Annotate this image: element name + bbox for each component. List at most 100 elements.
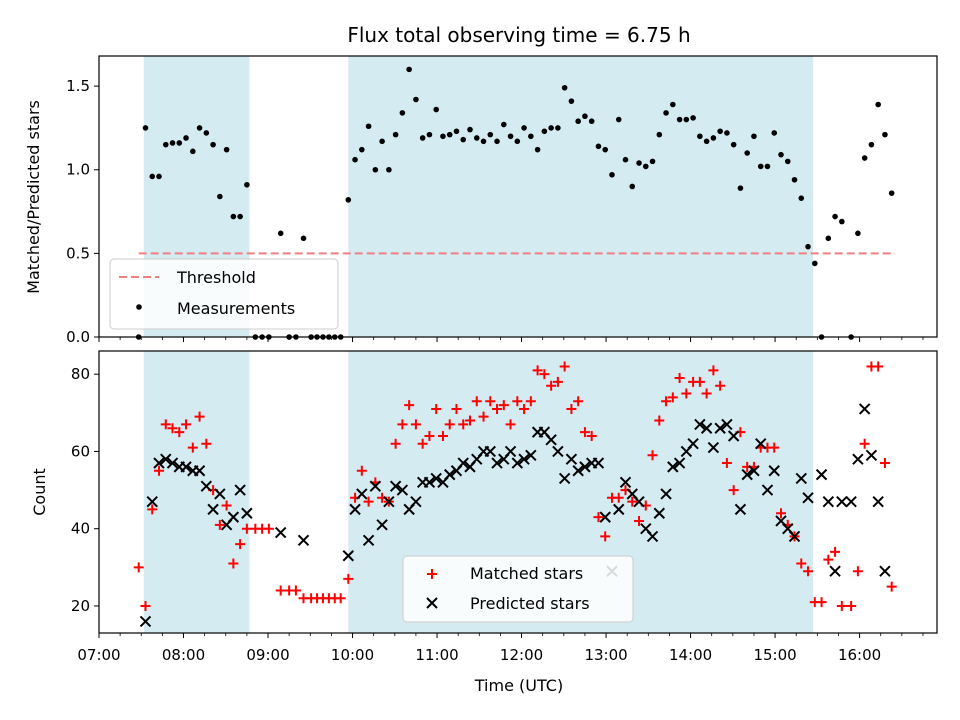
measurement-point [217, 193, 223, 200]
predicted-star-point [802, 492, 814, 504]
matched-star-point [263, 523, 274, 534]
matched-star-point [201, 438, 212, 449]
measurement-point [615, 116, 622, 123]
matched-star-point [879, 458, 890, 469]
predicted-star-point [872, 495, 884, 508]
legend-box [109, 258, 339, 330]
predicted-star-point [761, 484, 774, 496]
measurement-point [778, 151, 784, 158]
predicted-star-point [369, 480, 382, 492]
measurement-point [717, 128, 723, 135]
matched-star-point [873, 361, 884, 372]
y-axis-label-top: Matched/Predicted stars [24, 100, 43, 294]
measurement-point [825, 235, 832, 242]
measurement-point [609, 171, 615, 178]
panel-ratio: 0.0 0.5 1.0 1.5 Matched/Predicted stars Thr… [24, 55, 938, 346]
measurement-point [670, 101, 676, 108]
matched-star-point [769, 442, 780, 453]
shaded-interval-2 [348, 56, 814, 337]
predicted-star-point [342, 550, 355, 562]
predicted-star-point [768, 465, 780, 477]
matched-star-point [160, 419, 171, 430]
measurement-point [433, 106, 439, 113]
measurement-point [855, 230, 861, 237]
legend-top: Threshold Measurements [109, 258, 339, 330]
predicted-star-point [714, 422, 726, 434]
predicted-star-point [166, 457, 179, 469]
legend-threshold-label: Threshold [176, 268, 256, 287]
matched-star-point [194, 411, 205, 422]
measurement-point [399, 110, 406, 116]
measurement-point [832, 213, 838, 220]
matched-star-point [539, 369, 550, 380]
predicted-star-point [565, 453, 578, 465]
matched-star-point [235, 539, 246, 550]
measurement-point [176, 140, 183, 146]
measurement-point [379, 138, 385, 145]
measurement-point [528, 133, 534, 140]
predicted-star-point [829, 565, 841, 577]
predicted-star-point [297, 534, 310, 546]
x-axis-label: Time (UTC) [474, 676, 563, 695]
predicted-star-point [396, 484, 409, 496]
measurement-point [888, 190, 895, 196]
predicted-star-point [592, 457, 605, 469]
predicted-star-point [858, 403, 871, 415]
predicted-star-point [423, 476, 436, 489]
measurement-point [555, 125, 561, 131]
matched-star-point [356, 465, 367, 476]
measurement-point [162, 141, 169, 148]
measurement-point [487, 131, 494, 138]
predicted-star-point [687, 438, 699, 450]
predicted-star-point [180, 461, 192, 473]
y-tick-label: 40 [71, 520, 90, 538]
measurement-point [494, 138, 500, 145]
predicted-star-point [457, 457, 469, 469]
matched-star-point [444, 419, 455, 430]
matched-star-point [485, 396, 496, 407]
y-tick-label: 1.0 [66, 161, 90, 179]
measurement-point [649, 158, 656, 165]
predicted-star-point [558, 472, 571, 485]
x-tick-label: 07:00 [77, 646, 120, 664]
predicted-star-point [599, 511, 611, 523]
measurement-point [419, 135, 426, 141]
matched-star-point [519, 403, 530, 414]
predicted-star-point [579, 461, 591, 473]
matched-star-point [147, 504, 158, 515]
measurement-point [595, 143, 602, 150]
legend-measurement-swatch [136, 304, 142, 310]
predicted-star-point [660, 488, 672, 500]
plot-frame-top [98, 55, 938, 338]
measurement-point [710, 135, 717, 141]
matched-star-point [573, 396, 584, 407]
measurement-point [882, 131, 888, 138]
measurement-point [861, 155, 868, 161]
matched-star-point [505, 419, 516, 430]
legend-matched-swatch [427, 569, 437, 579]
measurement-point [724, 130, 730, 136]
matched-star-point [343, 573, 354, 584]
predicted-star-point [700, 422, 713, 434]
measurement-point [737, 185, 744, 191]
measurement-point [575, 118, 581, 125]
x-tick-label: 15:00 [753, 646, 796, 664]
measurement-point [791, 176, 798, 183]
predicted-star-point [207, 503, 219, 516]
predicted-star-point [376, 519, 388, 531]
predicted-star-point [879, 565, 891, 577]
matched-star-point [681, 388, 692, 399]
measurement-point [244, 181, 250, 188]
predicted-star-point [545, 434, 557, 446]
matched-star-point [174, 427, 185, 438]
measurement-point [730, 141, 737, 148]
predicted-star-point [721, 418, 733, 431]
matched-star-point [634, 515, 645, 526]
measurement-point [622, 156, 629, 163]
predicted-star-point [822, 495, 835, 508]
matched-star-point [593, 512, 604, 523]
x-tick-label: 14:00 [669, 646, 712, 664]
predicted-star-point [667, 461, 679, 473]
matched-star-point [721, 458, 732, 469]
